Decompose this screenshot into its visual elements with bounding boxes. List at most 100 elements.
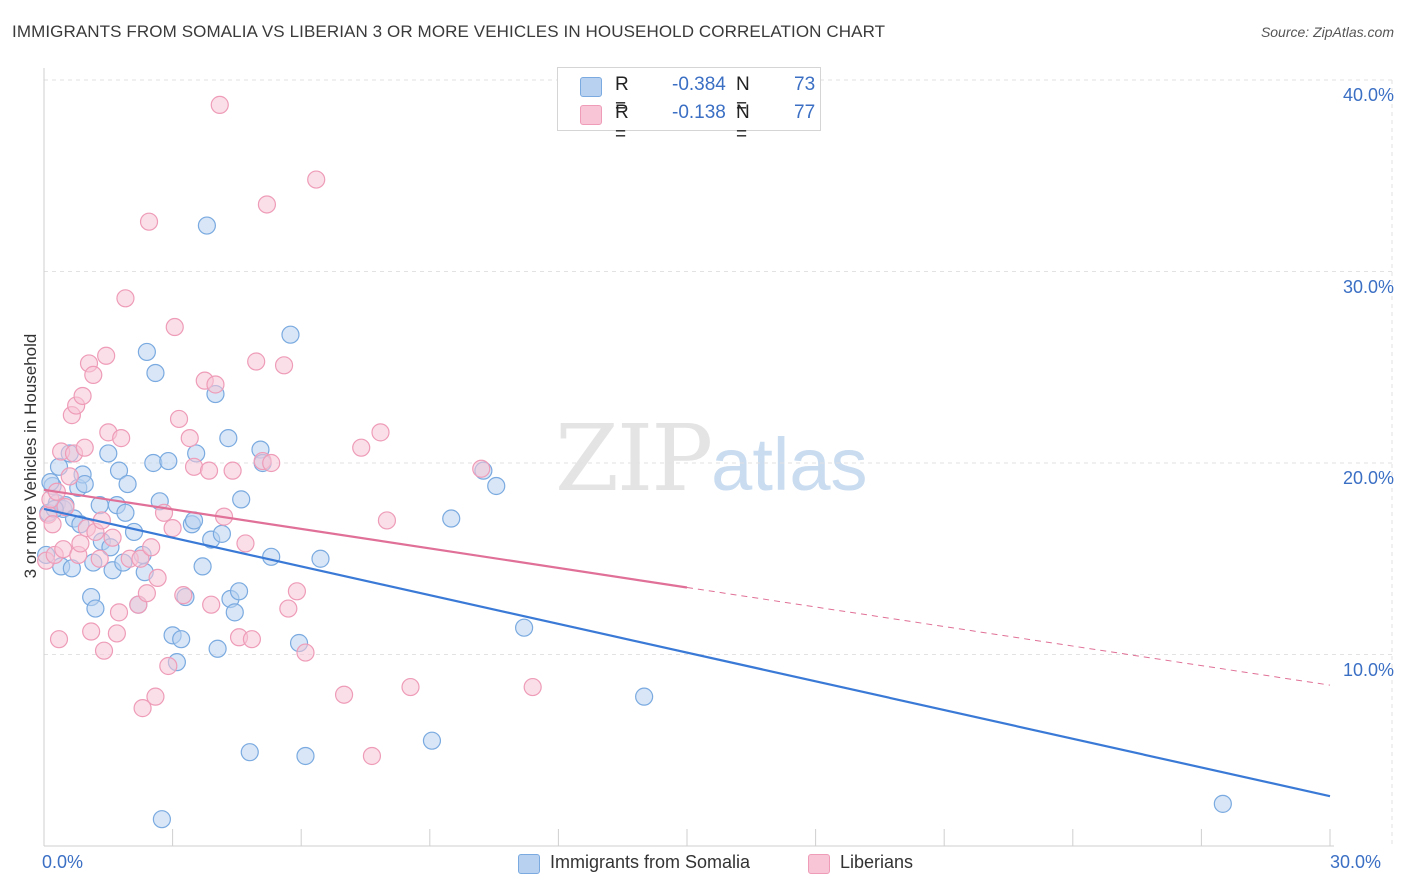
point-somalia [75, 474, 94, 494]
point-liberian [107, 624, 126, 643]
point-liberian [262, 453, 281, 473]
trend-line-liberian-extension [686, 586, 1331, 686]
point-liberian [73, 386, 92, 406]
point-liberian [296, 643, 315, 662]
point-somalia [281, 325, 300, 344]
point-somalia [311, 549, 330, 568]
point-somalia [116, 503, 135, 522]
point-somalia [208, 639, 227, 658]
point-somalia [137, 342, 156, 362]
y-tick-label: 40.0% [1342, 85, 1394, 105]
point-somalia [152, 810, 171, 829]
point-somalia [219, 429, 238, 448]
point-liberian [84, 365, 103, 385]
watermark: ZIPatlas [555, 405, 867, 512]
point-liberian [109, 603, 129, 622]
y-tick-label: 30.0% [1342, 276, 1394, 297]
gridlines [44, 79, 1393, 846]
point-somalia [197, 216, 216, 235]
point-liberian [371, 423, 390, 442]
point-somalia [232, 490, 251, 509]
point-somalia [146, 363, 165, 383]
legend-n-label: N = [736, 74, 750, 117]
point-somalia [159, 451, 178, 471]
point-liberian [165, 317, 184, 337]
point-somalia [144, 453, 163, 473]
trend-line-liberian [43, 488, 688, 589]
legend-swatch-somalia [580, 77, 602, 97]
point-liberian [242, 630, 262, 649]
bottom-legend-label-liberian: Liberians [840, 852, 914, 872]
point-liberian [206, 375, 225, 394]
point-liberian [97, 346, 116, 365]
x-tick-label-min: 0.0% [42, 852, 84, 872]
legend-swatch-liberian [580, 105, 602, 125]
point-liberian [56, 497, 75, 517]
y-axis-label: 3 or more Vehicles in Household [21, 333, 40, 579]
chart-title: IMMIGRANTS FROM SOMALIA VS LIBERIAN 3 OR… [12, 22, 886, 41]
point-liberian [133, 699, 152, 718]
point-liberian [274, 356, 294, 375]
point-somalia [124, 522, 144, 542]
point-liberian [223, 461, 242, 480]
point-liberian [142, 538, 161, 557]
point-liberian [71, 534, 90, 553]
point-somalia [99, 444, 118, 463]
point-liberian [352, 438, 371, 457]
legend-r-value: -0.384 [672, 74, 726, 95]
point-somalia [262, 547, 281, 566]
point-somalia [422, 731, 442, 750]
legend-r-label: R = [615, 102, 629, 145]
y-tick-label: 10.0% [1342, 659, 1394, 680]
point-somalia [515, 618, 534, 637]
trend-line-somalia [43, 507, 1331, 798]
point-liberian [159, 656, 178, 676]
point-somalia [118, 474, 137, 494]
point-liberian [202, 595, 221, 614]
point-liberian [116, 289, 135, 308]
point-somalia [635, 687, 654, 706]
point-somalia [487, 476, 506, 496]
watermark-zip: ZIP [555, 405, 713, 512]
point-liberian [60, 467, 79, 486]
point-somalia [212, 524, 231, 543]
point-liberian [180, 429, 199, 448]
point-somalia [442, 509, 461, 528]
point-liberian [139, 212, 159, 231]
point-liberian [247, 352, 266, 371]
point-liberian [199, 461, 219, 480]
point-liberian [148, 568, 167, 588]
point-liberian [377, 511, 397, 530]
point-somalia [109, 461, 129, 480]
legend-n-value: 73 [794, 74, 816, 95]
x-tick-label-max: 30.0% [1330, 852, 1382, 872]
bottom-legend-swatch-somalia [518, 854, 540, 874]
point-liberian [137, 584, 156, 603]
point-liberian [472, 459, 491, 478]
point-liberian [184, 457, 204, 476]
trend-lines [43, 488, 1331, 798]
point-somalia [296, 746, 315, 766]
point-liberian [174, 586, 193, 605]
axes [43, 68, 1334, 847]
legend-r-label: R = [615, 74, 629, 117]
point-somalia [240, 743, 259, 762]
series-somalia-points [37, 216, 1232, 829]
point-liberian [236, 534, 255, 553]
point-somalia [172, 630, 191, 649]
point-liberian [523, 677, 542, 697]
point-liberian [401, 677, 420, 697]
point-liberian [103, 528, 122, 547]
legend-n-label: N = [736, 102, 750, 145]
point-liberian [146, 687, 165, 706]
point-somalia [1213, 794, 1232, 813]
point-liberian [210, 95, 229, 114]
point-somalia [229, 582, 249, 601]
point-liberian [163, 519, 182, 538]
series-liberian-points [37, 95, 542, 766]
watermark-atlas: atlas [711, 423, 868, 506]
point-liberian [334, 685, 354, 704]
point-liberian [257, 195, 277, 214]
point-liberian [90, 549, 109, 568]
